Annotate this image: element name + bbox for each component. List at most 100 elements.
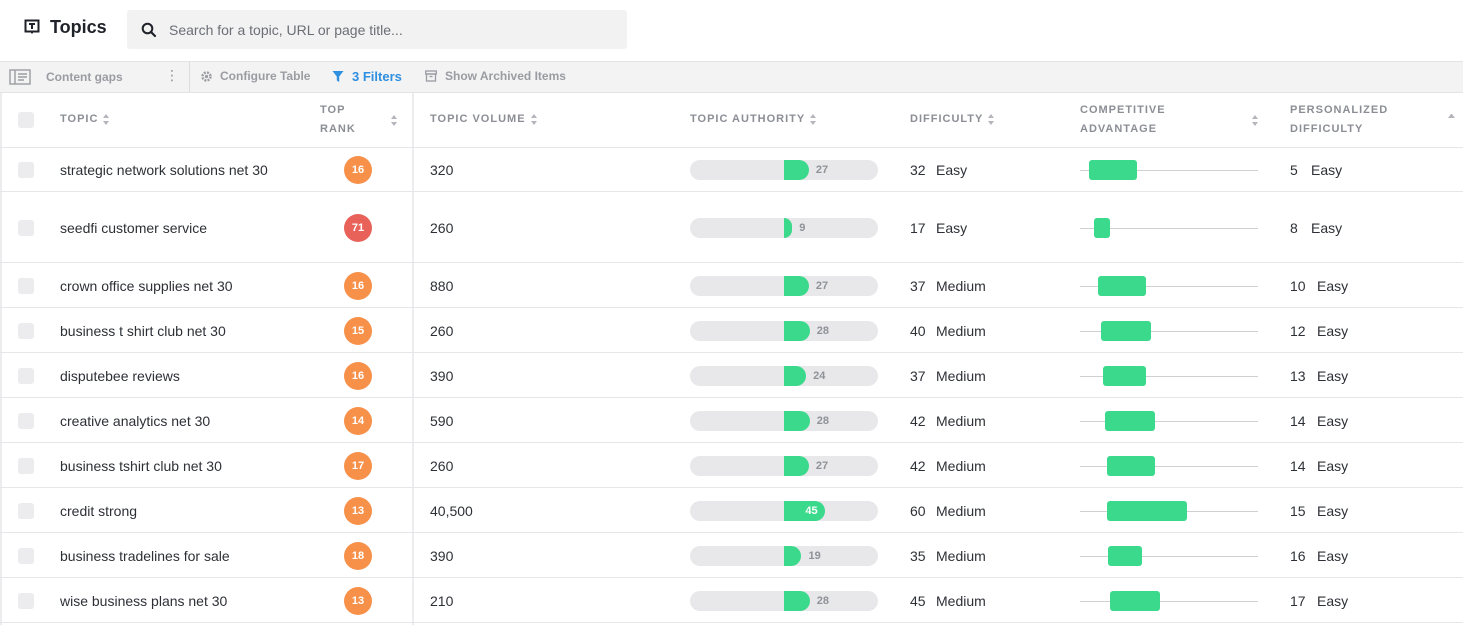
row-checkbox[interactable] [18, 458, 34, 474]
filter-icon [332, 71, 344, 82]
column-header-difficulty[interactable]: DIFFICULTY [910, 110, 995, 129]
difficulty-value: 17 [910, 220, 926, 236]
topic-authority-fill [784, 366, 807, 386]
competitive-advantage-track [1080, 466, 1258, 467]
column-header-topic[interactable]: TOPIC [60, 110, 110, 129]
competitive-advantage-bar [1094, 218, 1111, 238]
topic-name[interactable]: seedfi customer service [60, 220, 208, 236]
topic-name[interactable]: business tradelines for sale [60, 548, 230, 564]
topic-authority-bar: 19 [690, 546, 878, 566]
toolbar-divider [189, 62, 190, 92]
topic-name[interactable]: business t shirt club net 30 [60, 323, 226, 339]
table-row[interactable]: business tradelines for sale 18 390 19 35 Med… [0, 533, 1463, 578]
sort-icon [810, 113, 817, 125]
table-row[interactable]: business tshirt club net 30 17 260 27 42 Medi… [0, 443, 1463, 488]
row-checkbox[interactable] [18, 162, 34, 178]
competitive-advantage-bar [1104, 411, 1155, 431]
search-input[interactable] [169, 10, 609, 49]
row-checkbox[interactable] [18, 503, 34, 519]
table-row[interactable]: seedfi customer service 71 260 9 17 Easy 8 Easy [0, 192, 1463, 263]
row-checkbox[interactable] [18, 323, 34, 339]
content-gaps-view[interactable]: Content gaps [46, 70, 123, 84]
difficulty-label: Medium [936, 368, 986, 384]
personalized-difficulty-label: Easy [1317, 368, 1349, 384]
configure-table-label: Configure Table [220, 69, 311, 83]
personalized-difficulty-label: Easy [1317, 458, 1349, 474]
table-row[interactable]: creative analytics net 30 14 590 28 42 Medium… [0, 398, 1463, 443]
topic-authority-bar: 28 [690, 321, 878, 341]
topic-authority-fill [784, 218, 793, 238]
topic-name[interactable]: wise business plans net 30 [60, 593, 228, 609]
difficulty-label: Easy [936, 220, 968, 236]
top-rank-badge: 14 [344, 407, 372, 435]
table-row[interactable]: credit strong 13 40,500 45 60 Medium 15 Easy [0, 488, 1463, 533]
column-header-difficulty-label: DIFFICULTY [910, 113, 984, 125]
difficulty-value: 42 [910, 413, 926, 429]
column-header-topic-authority[interactable]: TOPIC AUTHORITY [690, 110, 817, 129]
difficulty-value: 37 [910, 278, 926, 294]
topic-name[interactable]: business tshirt club net 30 [60, 458, 222, 474]
row-checkbox[interactable] [18, 278, 34, 294]
table-row[interactable]: strategic network solutions net 30 16 320 2… [0, 148, 1463, 192]
column-header-top-rank-line1: TOP [320, 104, 346, 116]
topic-name[interactable]: disputebee reviews [60, 368, 180, 384]
sort-icon [1252, 115, 1259, 126]
row-checkbox[interactable] [18, 368, 34, 384]
difficulty-value: 35 [910, 548, 926, 564]
row-checkbox[interactable] [18, 413, 34, 429]
column-header-top-rank-line2: RANK [320, 123, 356, 135]
column-header-topic-label: TOPIC [60, 113, 99, 125]
configure-table-button[interactable]: Configure Table [200, 69, 310, 83]
top-rank-badge: 15 [344, 317, 372, 345]
side-panel-icon[interactable] [9, 69, 31, 85]
gear-icon [201, 70, 212, 82]
personalized-difficulty-value: 15 [1290, 503, 1306, 519]
column-header-topic-volume[interactable]: TOPIC VOLUME [430, 110, 538, 129]
row-checkbox[interactable] [18, 220, 34, 236]
personalized-difficulty-label: Easy [1317, 278, 1349, 294]
difficulty-value: 60 [910, 503, 926, 519]
difficulty-value: 40 [910, 323, 926, 339]
personalized-difficulty-value: 14 [1290, 413, 1306, 429]
column-header-personalized-difficulty[interactable]: PERSONALIZED DIFFICULTY [1290, 101, 1388, 139]
topic-authority-bar: 45 [690, 501, 878, 521]
topic-name[interactable]: strategic network solutions net 30 [60, 162, 268, 178]
competitive-advantage-bar [1088, 160, 1137, 180]
top-rank-badge: 16 [344, 362, 372, 390]
show-archived-button[interactable]: Show Archived Items [425, 69, 566, 83]
topic-volume: 260 [430, 323, 454, 339]
table-row[interactable]: disputebee reviews 16 390 24 37 Medium 13 Easy [0, 353, 1463, 398]
topic-name[interactable]: credit strong [60, 503, 138, 519]
column-header-top-rank[interactable]: TOP RANK [320, 101, 356, 139]
table-row[interactable]: crown office supplies net 30 16 880 27 37 Med… [0, 263, 1463, 308]
table-row[interactable]: wise business plans net 30 13 210 28 45 Mediu… [0, 578, 1463, 623]
top-rank-badge: 16 [344, 272, 372, 300]
select-all-checkbox[interactable] [18, 112, 34, 128]
topic-authority-bar: 28 [690, 591, 878, 611]
difficulty-label: Easy [936, 162, 968, 178]
topic-authority-fill [784, 411, 810, 431]
personalized-difficulty-value: 8 [1290, 220, 1298, 236]
personalized-difficulty-label: Easy [1311, 220, 1343, 236]
search-box[interactable] [127, 10, 627, 49]
row-checkbox[interactable] [18, 548, 34, 564]
column-header-competitive-advantage[interactable]: COMPETITIVE ADVANTAGE [1080, 101, 1166, 139]
topic-name[interactable]: crown office supplies net 30 [60, 278, 233, 294]
row-checkbox[interactable] [18, 593, 34, 609]
filters-button[interactable]: 3 Filters [332, 69, 402, 84]
topic-authority-value: 28 [816, 595, 829, 607]
more-options-icon[interactable]: ⋮ [165, 67, 179, 83]
table-header: TOPIC TOP RANK TOPIC VOLUME TOPIC AUTHOR… [0, 93, 1463, 148]
topic-authority-fill [784, 591, 810, 611]
topic-authority-value: 28 [816, 325, 829, 337]
table-row[interactable]: business t shirt club net 30 15 260 28 40 Med… [0, 308, 1463, 353]
topic-volume: 320 [430, 162, 454, 178]
column-header-personalized-difficulty-line2: DIFFICULTY [1290, 123, 1364, 135]
topic-authority-fill [784, 456, 809, 476]
competitive-advantage-track [1080, 170, 1258, 171]
competitive-advantage-track [1080, 331, 1258, 332]
topic-name[interactable]: creative analytics net 30 [60, 413, 211, 429]
sort-icon [391, 115, 398, 126]
competitive-advantage-track [1080, 421, 1258, 422]
difficulty-label: Medium [936, 413, 986, 429]
